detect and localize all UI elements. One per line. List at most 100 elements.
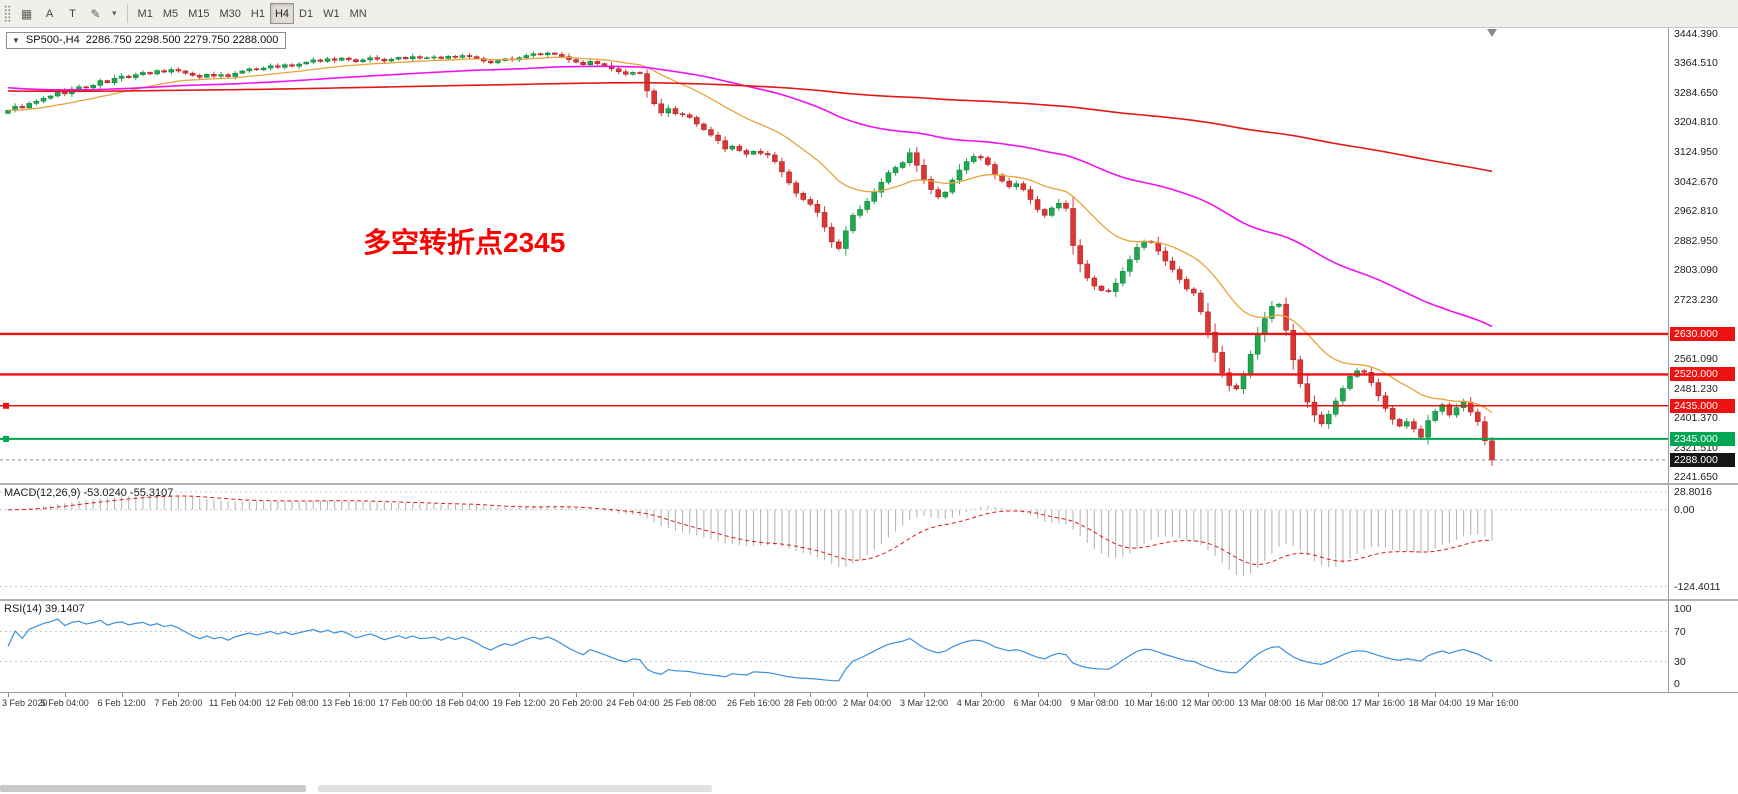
text-tool-label: T — [69, 7, 76, 20]
time-axis-label: 5 Feb 04:00 — [40, 698, 89, 708]
timeframe-button-m5[interactable]: M5 — [158, 3, 183, 24]
h-scrollbar-thumb[interactable] — [0, 785, 306, 792]
rsi-axis-label: 30 — [1674, 655, 1686, 668]
time-tick — [689, 693, 691, 697]
time-tick — [121, 693, 123, 697]
price-axis-label: 3204.810 — [1674, 116, 1718, 129]
text-tool-button[interactable]: T — [61, 3, 84, 24]
timeframe-button-m15[interactable]: M15 — [183, 3, 214, 24]
price-axis-label: 2481.230 — [1674, 382, 1718, 395]
current-price-tag: 2288.000 — [1670, 452, 1735, 467]
time-tick — [178, 693, 180, 697]
chart-symbol-label: ▼ SP500-,H4 2286.750 2298.500 2279.750 2… — [6, 32, 287, 49]
time-axis-label: 11 Feb 04:00 — [209, 698, 262, 708]
price-axis-label: 2401.370 — [1674, 412, 1718, 425]
panel-separator[interactable] — [0, 483, 1738, 485]
price-axis-rsi: 100 70 30 0 — [1669, 601, 1738, 692]
price-axis-label: 3444.390 — [1674, 28, 1718, 40]
time-axis-label: 7 Feb 20:00 — [154, 698, 203, 708]
time-tick — [405, 693, 407, 697]
time-axis-label: 24 Feb 04:00 — [606, 698, 660, 708]
time-axis-label: 17 Feb 00:00 — [379, 698, 433, 708]
time-tick — [923, 693, 925, 697]
price-axis[interactable]: 3444.390 3364.510 3284.650 3204.810 3124.950… — [1668, 28, 1738, 692]
price-axis-label: 3364.510 — [1674, 57, 1718, 70]
time-tick — [1207, 693, 1209, 697]
rsi-axis-label: 0 — [1674, 678, 1680, 690]
time-tick — [1378, 693, 1380, 697]
bottom-area — [0, 714, 1738, 794]
time-tick — [292, 693, 294, 697]
price-axis-label: 3124.950 — [1674, 145, 1718, 158]
h-scrollbar-track[interactable] — [318, 785, 712, 792]
time-axis-label: 2 Mar 04:00 — [843, 698, 892, 708]
chart-annotation[interactable]: 多空转折点2345 — [363, 227, 566, 258]
time-tick — [632, 693, 634, 697]
time-tick — [867, 693, 869, 697]
main-chart-panel[interactable]: ▼ SP500-,H4 2286.750 2298.500 2279.750 2… — [0, 28, 1668, 483]
level-handle[interactable] — [3, 435, 9, 442]
time-axis-label: 13 Mar 08:00 — [1238, 698, 1292, 708]
time-tick — [462, 693, 464, 697]
timeframe-button-w1[interactable]: W1 — [318, 3, 345, 24]
timeframe-button-m1[interactable]: M1 — [133, 3, 158, 24]
price-axis-main: 3444.390 3364.510 3284.650 3204.810 3124.950… — [1669, 28, 1738, 483]
rsi-panel[interactable]: RSI(14) 39.1407 — [0, 601, 1668, 692]
time-tick — [753, 693, 755, 697]
time-tick — [8, 693, 9, 697]
rsi-axis-label: 100 — [1674, 603, 1692, 615]
time-axis-label: 17 Mar 16:00 — [1351, 698, 1405, 708]
arrow-tool-label: A — [45, 7, 54, 20]
pencil-icon: ✎ — [90, 6, 101, 21]
chevron-down-icon: ▾ — [112, 8, 117, 18]
time-axis-label: 4 Mar 20:00 — [956, 698, 1005, 708]
time-axis[interactable]: 3 Feb 2020 5 Feb 04:00 6 Feb 12:00 7 Feb 20… — [0, 692, 1738, 714]
macd-label: MACD(12,26,9) -53.0240 -55.3107 — [4, 487, 174, 499]
price-level-tag: 2435.000 — [1670, 398, 1735, 413]
time-tick — [576, 693, 578, 697]
level-handle[interactable] — [3, 402, 9, 409]
time-axis-label: 9 Mar 08:00 — [1070, 698, 1119, 708]
collapse-icon[interactable]: ▼ — [12, 35, 20, 45]
time-axis-label: 6 Mar 04:00 — [1013, 698, 1062, 708]
draw-tool-button[interactable]: ✎ — [84, 3, 107, 24]
time-axis-label: 19 Feb 12:00 — [492, 698, 546, 708]
price-level-tag: 2630.000 — [1670, 326, 1735, 341]
draw-tool-dropdown[interactable]: ▾ — [107, 3, 122, 24]
time-axis-label: 12 Mar 00:00 — [1181, 698, 1235, 708]
price-axis-label: 3284.650 — [1674, 86, 1718, 99]
toolbar: ▦ A T ✎ ▾ M1 M5 M15 M30 H1 H4 D1 W1 MN — [0, 0, 1738, 28]
toolbar-separator — [126, 4, 128, 23]
timeframe-button-h1[interactable]: H1 — [246, 3, 270, 24]
grid-tool-button[interactable]: ▦ — [15, 3, 38, 24]
timeframe-button-m30[interactable]: M30 — [215, 3, 246, 24]
macd-chart[interactable] — [0, 485, 1668, 599]
rsi-chart[interactable] — [0, 601, 1668, 692]
time-axis-label: 13 Feb 16:00 — [322, 698, 376, 708]
time-axis-label: 10 Mar 16:00 — [1124, 698, 1178, 708]
time-tick — [980, 693, 982, 697]
time-axis-label: 18 Feb 04:00 — [435, 698, 489, 708]
time-tick — [1492, 693, 1493, 697]
toolbar-drag-handle[interactable] — [4, 4, 11, 23]
timeframe-button-h4[interactable]: H4 — [269, 3, 295, 24]
price-axis-label: 2803.090 — [1674, 264, 1718, 277]
candles-layer — [5, 51, 1495, 467]
time-axis-label: 12 Feb 08:00 — [265, 698, 319, 708]
time-axis-label: 19 Mar 16:00 — [1465, 698, 1519, 708]
panel-separator[interactable] — [0, 599, 1738, 601]
time-tick — [1264, 693, 1266, 697]
symbol-name: SP500-,H4 — [25, 34, 80, 46]
timeframe-button-mn[interactable]: MN — [345, 3, 372, 24]
time-axis-label: 3 Feb 2020 — [2, 698, 48, 708]
price-axis-label: 2241.650 — [1674, 471, 1718, 483]
candlestick-chart[interactable] — [0, 28, 1668, 483]
price-level-tag: 2345.000 — [1670, 431, 1735, 446]
timeframe-button-d1[interactable]: D1 — [294, 3, 318, 24]
time-axis-label: 26 Feb 16:00 — [727, 698, 781, 708]
macd-axis-label: 0.00 — [1674, 503, 1695, 516]
cursor-tool-button[interactable]: A — [38, 3, 61, 24]
time-axis-label: 6 Feb 12:00 — [97, 698, 146, 708]
right-shift-marker-icon — [1487, 29, 1497, 37]
macd-panel[interactable]: MACD(12,26,9) -53.0240 -55.3107 — [0, 485, 1668, 599]
